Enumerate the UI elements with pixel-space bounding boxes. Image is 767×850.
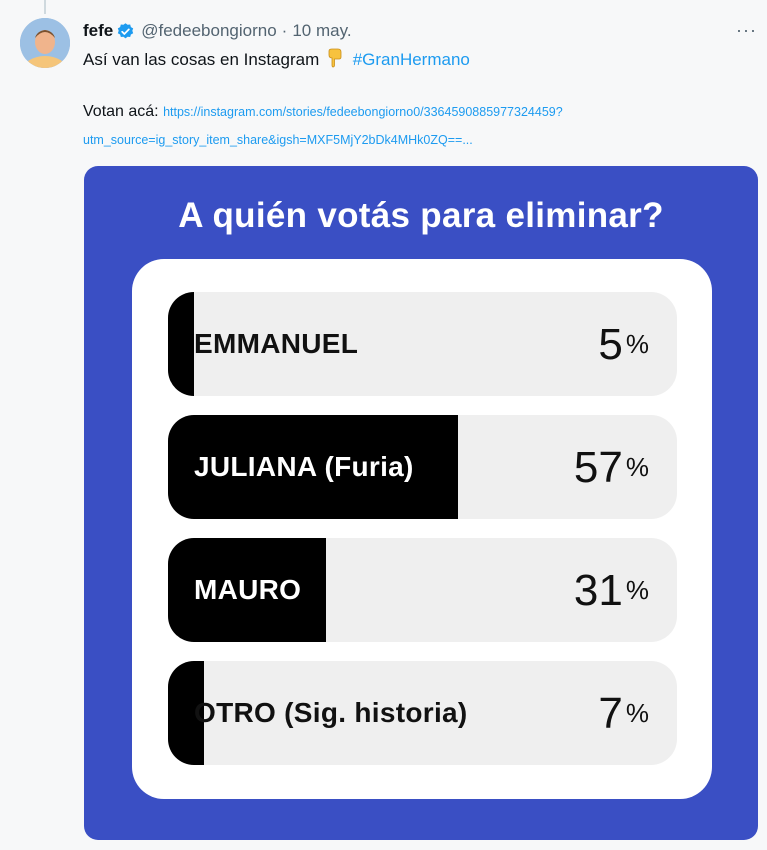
display-name[interactable]: fefe xyxy=(83,21,114,40)
thread-connector xyxy=(44,0,46,14)
poll-option-label: OTRO (Sig. historia) xyxy=(194,697,468,728)
poll-option-label: EMMANUEL xyxy=(194,328,359,359)
instagram-link[interactable]: https://instagram.com/stories/fedeebongi… xyxy=(163,105,563,119)
poll-option: MAURO 31% xyxy=(168,538,677,642)
poll-option: OTRO (Sig. historia) 7% xyxy=(168,661,677,765)
vote-line: Votan acá: https://instagram.com/stories… xyxy=(83,101,563,123)
poll-option-fill xyxy=(168,292,194,396)
tweet-body: Así van las cosas en Instagram xyxy=(83,50,320,69)
avatar[interactable] xyxy=(20,18,70,68)
instagram-link-continued[interactable]: utm_source=ig_story_item_share&igsh=MXF5… xyxy=(83,133,473,147)
more-options-icon[interactable]: ··· xyxy=(736,20,757,40)
tweet-header: fefe @fedeebongiorno · 10 may. xyxy=(83,20,352,42)
poll-option-percent: 5% xyxy=(598,320,649,369)
poll-card: EMMANUEL 5% JULIANA (Furia) 57% MAURO 31… xyxy=(132,259,712,799)
vote-prefix: Votan acá: xyxy=(83,103,159,120)
poll-option-fill xyxy=(168,661,204,765)
poll-option-percent: 57% xyxy=(573,443,649,492)
poll-option: EMMANUEL 5% xyxy=(168,292,677,396)
poll-option-fill xyxy=(168,538,326,642)
poll-title: A quién votás para eliminar? xyxy=(178,196,664,235)
tweet-date[interactable]: 10 may. xyxy=(292,21,352,40)
user-handle[interactable]: @fedeebongiorno xyxy=(141,21,277,40)
media-image[interactable]: A quién votás para eliminar? EMMANUEL 5%… xyxy=(84,166,758,840)
poll-option-fill xyxy=(168,415,458,519)
separator-dot: · xyxy=(281,21,288,40)
tweet-text: Así van las cosas en Instagram #GranHerm… xyxy=(83,48,470,71)
avatar-image xyxy=(20,18,70,68)
poll-option: JULIANA (Furia) 57% xyxy=(168,415,677,519)
verified-badge-icon xyxy=(118,22,134,38)
pointing-down-emoji-icon xyxy=(328,48,342,68)
poll-option-percent: 7% xyxy=(598,689,649,738)
poll-option-label: JULIANA (Furia) xyxy=(194,451,414,482)
poll-option-percent: 31% xyxy=(573,566,649,615)
poll-option-label: MAURO xyxy=(194,574,302,605)
hashtag-link[interactable]: #GranHermano xyxy=(352,50,470,69)
